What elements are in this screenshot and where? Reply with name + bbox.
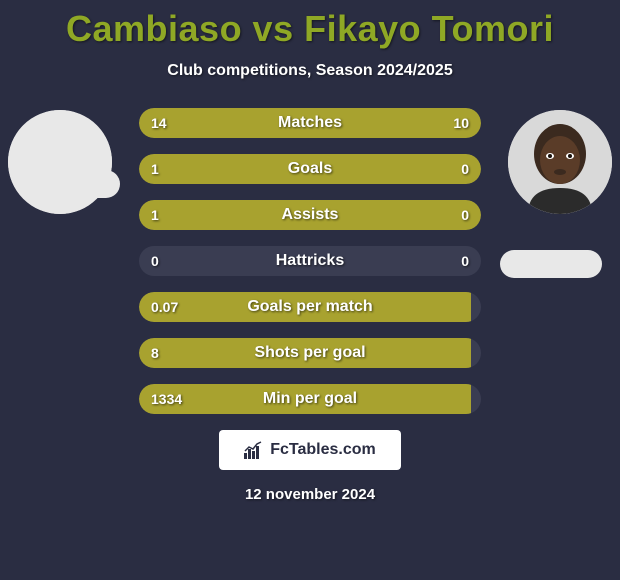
comparison-content: 1410Matches 10Goals 10Assists 00Hattricks 0.…	[0, 108, 620, 414]
stats-bars: 1410Matches 10Goals 10Assists 00Hattricks 0.…	[139, 108, 481, 414]
stat-row: 00Hattricks	[139, 246, 481, 276]
stat-label: Matches	[139, 108, 481, 138]
player-right-avatar	[508, 110, 612, 214]
stat-row: 10Goals	[139, 154, 481, 184]
stat-label: Shots per goal	[139, 338, 481, 368]
snapshot-date: 12 november 2024	[0, 486, 620, 503]
stat-label: Goals per match	[139, 292, 481, 322]
fctables-logo: FcTables.com	[219, 430, 401, 470]
stat-row: 1334Min per goal	[139, 384, 481, 414]
stat-row: 0.07Goals per match	[139, 292, 481, 322]
player-right-name-pill	[500, 250, 602, 278]
player-left-name-pill	[18, 170, 120, 198]
stat-row: 1410Matches	[139, 108, 481, 138]
player-left-avatar	[8, 110, 112, 214]
comparison-title: Cambiaso vs Fikayo Tomori	[0, 0, 620, 50]
stat-label: Assists	[139, 200, 481, 230]
stat-label: Goals	[139, 154, 481, 184]
comparison-subtitle: Club competitions, Season 2024/2025	[0, 62, 620, 80]
stat-row: 10Assists	[139, 200, 481, 230]
stat-row: 8Shots per goal	[139, 338, 481, 368]
stat-label: Min per goal	[139, 384, 481, 414]
stat-label: Hattricks	[139, 246, 481, 276]
fctables-logo-text: FcTables.com	[270, 441, 376, 459]
